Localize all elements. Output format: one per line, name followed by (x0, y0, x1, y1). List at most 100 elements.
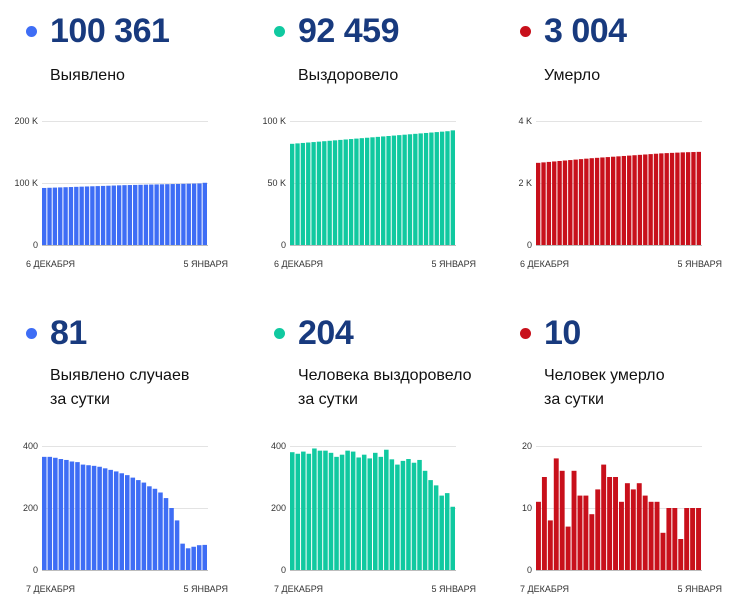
bar (180, 543, 185, 570)
daily-cases-chart: 0 200 400 7 ДЕКАБРЯ 5 ЯНВАРЯ (23, 441, 228, 594)
bar (202, 544, 207, 570)
x-tick-label: 7 ДЕКАБРЯ (26, 584, 75, 594)
y-tick-label: 0 (527, 240, 532, 250)
legend-dot (520, 328, 531, 339)
total-cases-label: Выявлено (50, 67, 125, 84)
legend-dot (274, 26, 285, 37)
daily-cases-value: 81 (50, 314, 87, 352)
bar (367, 458, 372, 570)
bar (334, 456, 339, 570)
bar (660, 532, 666, 570)
bar (311, 142, 316, 245)
bar (557, 160, 562, 245)
x-tick-label: 7 ДЕКАБРЯ (520, 584, 569, 594)
daily-deaths-label-line2: за сутки (544, 391, 604, 408)
bar (428, 480, 433, 570)
x-tick-label: 5 ЯНВАРЯ (677, 259, 722, 269)
bar (130, 477, 136, 570)
bar (312, 448, 317, 570)
bar (621, 155, 627, 245)
bar (343, 139, 348, 245)
total-cases-value: 100 361 (50, 12, 170, 50)
y-tick-label: 0 (33, 240, 38, 250)
bar (175, 183, 181, 245)
bar (664, 153, 669, 245)
bar (434, 132, 439, 245)
bar (381, 136, 386, 245)
bar (47, 187, 52, 245)
bar (375, 136, 381, 245)
bar (439, 131, 445, 245)
bar (64, 459, 69, 570)
bar (80, 464, 86, 570)
bar (589, 514, 595, 570)
y-tick-label: 0 (527, 565, 532, 575)
bar (42, 456, 47, 570)
bar (400, 460, 406, 570)
bar (386, 136, 391, 245)
bar (356, 457, 361, 570)
bar (613, 477, 618, 570)
bar (696, 151, 701, 245)
bar (411, 462, 417, 570)
bar (589, 158, 594, 245)
x-tick-label: 5 ЯНВАРЯ (677, 584, 722, 594)
legend-dot (26, 26, 37, 37)
bar (301, 451, 306, 570)
bar (181, 183, 186, 245)
panel-daily-deaths: 10 Человек умерло за сутки 0 10 20 7 ДЕКАБР… (494, 302, 734, 602)
bar (186, 183, 191, 245)
bar (295, 143, 300, 245)
bar (339, 454, 345, 570)
bar (170, 184, 175, 245)
daily-cases-label-line1: Выявлено случаев (50, 367, 190, 384)
bar (84, 186, 90, 245)
bar (143, 184, 149, 245)
bar (429, 132, 434, 245)
bar (690, 508, 696, 570)
bar (680, 152, 685, 245)
bar (317, 450, 323, 570)
total-deaths-value: 3 004 (544, 12, 627, 50)
x-tick-label: 6 ДЕКАБРЯ (274, 259, 323, 269)
bar (323, 450, 328, 570)
bar (174, 520, 180, 570)
bar (568, 160, 573, 245)
bar (74, 186, 79, 245)
x-tick-label: 6 ДЕКАБРЯ (26, 259, 75, 269)
bar (578, 159, 584, 245)
bar (149, 184, 154, 245)
y-tick-label: 200 K (14, 116, 38, 126)
bar (573, 159, 578, 245)
panel-daily-cases: 81 Выявлено случаев за сутки 0 200 400 7 ДЕ… (0, 302, 240, 602)
bar (111, 185, 116, 245)
daily-deaths-value: 10 (544, 314, 581, 352)
bar (127, 185, 133, 245)
bar (147, 486, 152, 570)
daily-deaths-chart: 0 10 20 7 ДЕКАБРЯ 5 ЯНВАРЯ (520, 441, 722, 594)
y-tick-label: 2 K (518, 178, 532, 188)
bar (571, 470, 577, 570)
panel-daily-recovered: 204 Человека выздоровело за сутки 0 200 40… (248, 302, 488, 602)
daily-deaths-label-line1: Человек умерло (544, 367, 665, 384)
bar (338, 139, 343, 245)
bar (444, 493, 450, 570)
bar (610, 156, 616, 245)
bar (584, 158, 589, 245)
bar (607, 477, 613, 570)
bar (69, 461, 75, 570)
bar (389, 459, 395, 570)
total-deaths-chart: 0 2 K 4 K 6 ДЕКАБРЯ 5 ЯНВАРЯ (518, 116, 722, 269)
bar (541, 477, 547, 570)
bar (583, 495, 589, 570)
y-tick-label: 400 (23, 441, 38, 451)
bar (95, 186, 100, 245)
bar (594, 157, 600, 245)
y-tick-label: 400 (271, 441, 286, 451)
bar (619, 501, 624, 570)
y-tick-label: 0 (281, 565, 286, 575)
bar (91, 465, 97, 570)
bar (75, 462, 80, 570)
bar (359, 138, 364, 245)
bar (637, 154, 643, 245)
